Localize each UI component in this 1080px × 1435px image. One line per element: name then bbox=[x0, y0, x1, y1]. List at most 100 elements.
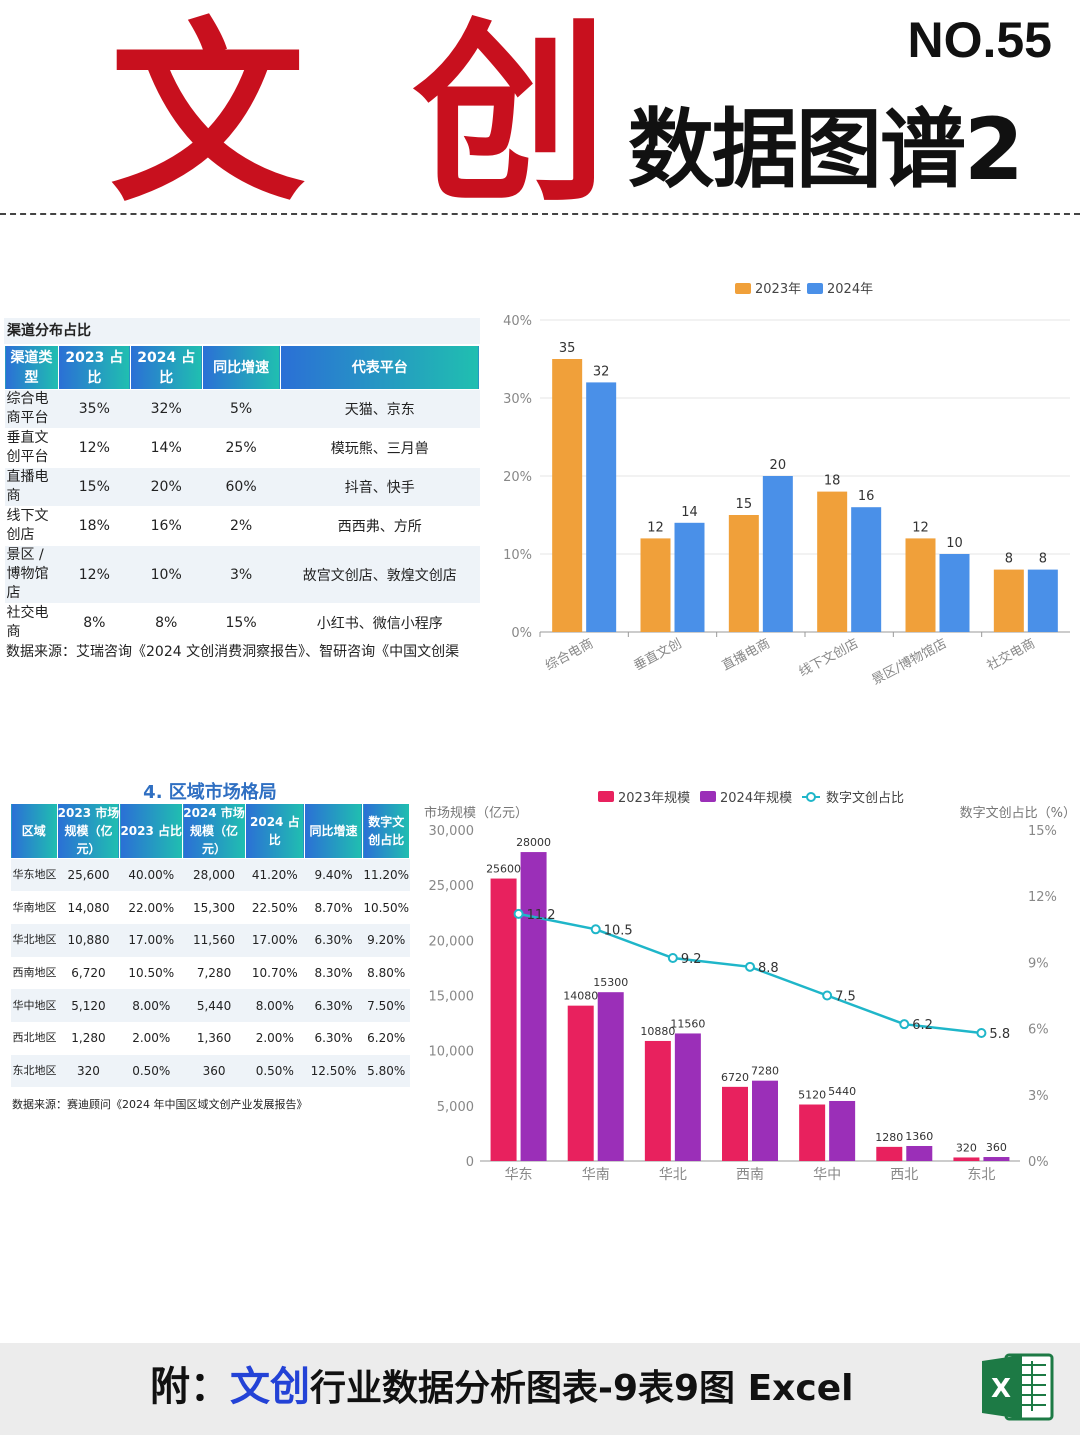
line-point bbox=[513, 908, 524, 919]
bar bbox=[644, 1040, 671, 1161]
bar bbox=[851, 507, 882, 632]
table-cell: 华南地区 bbox=[10, 891, 58, 924]
footer-rest: 行业数据分析图表-9表9图 Excel bbox=[310, 1368, 854, 1409]
data-label: 15 bbox=[736, 497, 753, 512]
table-cell: 社交电商 bbox=[4, 603, 59, 643]
column-header: 2024 占比 bbox=[129, 345, 203, 390]
column-header: 代表平台 bbox=[279, 345, 480, 390]
line-point bbox=[667, 952, 678, 963]
bar bbox=[552, 359, 583, 632]
bar bbox=[876, 1146, 903, 1161]
x-tick-label: 社交电商 bbox=[984, 635, 1037, 674]
column-header: 2024 占比 bbox=[244, 803, 305, 859]
legend-label: 2023年规模 bbox=[618, 791, 690, 806]
table-cell: 华中地区 bbox=[10, 989, 58, 1022]
bar bbox=[762, 476, 793, 632]
x-tick-label: 景区/博物馆店 bbox=[870, 636, 950, 688]
table-cell: 3% bbox=[202, 545, 280, 604]
table-cell: 5,440 bbox=[182, 989, 246, 1022]
data-label: 25600 bbox=[486, 863, 521, 876]
table-cell: 东北地区 bbox=[10, 1054, 58, 1088]
y-tick-label: 5,000 bbox=[437, 1100, 474, 1115]
table-cell: 8.00% bbox=[119, 989, 183, 1022]
data-label: 1280 bbox=[875, 1131, 903, 1144]
table-cell: 线下文创店 bbox=[4, 506, 59, 546]
table-cell: 17.00% bbox=[119, 923, 183, 957]
table-row: 西北地区 1,280 2.00% 1,360 2.00% 6.30% 6.20% bbox=[10, 1021, 410, 1055]
table-cell: 5,120 bbox=[57, 989, 120, 1022]
table-cell: 11,560 bbox=[182, 923, 246, 957]
legend-swatch bbox=[807, 283, 823, 294]
table-cell: 60% bbox=[202, 467, 280, 507]
svg-text:X: X bbox=[991, 1374, 1011, 1404]
bar bbox=[520, 852, 547, 1161]
line-data-label: 9.2 bbox=[681, 952, 702, 967]
data-label: 14 bbox=[681, 505, 698, 520]
line-data-label: 10.5 bbox=[604, 923, 633, 938]
table-cell: 2% bbox=[202, 506, 280, 546]
bar bbox=[722, 1086, 748, 1161]
table-row: 直播电商 15% 20% 60% 抖音、快手 bbox=[4, 467, 480, 507]
table-cell: 5.80% bbox=[362, 1054, 410, 1088]
y-tick-label: 0% bbox=[511, 626, 532, 641]
table-cell: 14,080 bbox=[57, 891, 120, 924]
table-cell: 35% bbox=[58, 389, 131, 429]
table-cell: 2.00% bbox=[245, 1021, 305, 1055]
table-cell: 小红书、微信小程序 bbox=[280, 603, 480, 643]
table-cell: 8.70% bbox=[304, 891, 363, 924]
dashed-divider bbox=[0, 213, 1080, 215]
table-cell: 7.50% bbox=[362, 989, 410, 1022]
table-row: 垂直文创平台 12% 14% 25% 模玩熊、三月兽 bbox=[4, 428, 480, 468]
column-header: 数字文创占比 bbox=[362, 803, 410, 859]
bar bbox=[817, 491, 848, 632]
y-tick-label: 30% bbox=[503, 392, 532, 407]
bar bbox=[906, 1145, 933, 1161]
line-data-label: 11.2 bbox=[527, 908, 556, 923]
table-cell: 8% bbox=[130, 603, 203, 643]
line-data-label: 8.8 bbox=[758, 961, 779, 976]
data-label: 10880 bbox=[640, 1025, 675, 1038]
x-tick-label: 华北 bbox=[659, 1167, 687, 1183]
table-cell: 西西弗、方所 bbox=[280, 506, 480, 546]
bar bbox=[983, 1157, 1010, 1161]
x-tick-label: 线下文创店 bbox=[797, 636, 861, 680]
y-tick-label: 20,000 bbox=[429, 934, 475, 949]
table-cell: 9.40% bbox=[304, 858, 363, 892]
x-tick-label: 西南 bbox=[736, 1167, 764, 1183]
bar bbox=[490, 878, 517, 1161]
y-right-tick-label: 12% bbox=[1028, 890, 1057, 905]
table-cell: 28,000 bbox=[182, 858, 246, 892]
data-label: 35 bbox=[559, 341, 576, 356]
table-cell: 故宫文创店、敦煌文创店 bbox=[280, 545, 480, 604]
x-tick-label: 西北 bbox=[890, 1167, 918, 1183]
table-cell: 15% bbox=[58, 467, 131, 507]
data-label: 12 bbox=[912, 520, 929, 535]
legend-label: 数字文创占比 bbox=[826, 791, 904, 806]
data-label: 16 bbox=[858, 489, 875, 504]
bar bbox=[905, 538, 936, 632]
channel-bar-chart: 2023年 2024年 0% 10% 20% 30% 40% 35 32 综合电商 12 14 垂直文创… bbox=[503, 282, 1070, 688]
table-cell: 20% bbox=[130, 467, 203, 507]
table-cell: 天猫、京东 bbox=[280, 389, 480, 429]
data-label: 12 bbox=[647, 520, 664, 535]
data-label: 28000 bbox=[516, 836, 551, 849]
table-cell: 9.20% bbox=[362, 923, 410, 957]
table-cell: 15,300 bbox=[182, 891, 246, 924]
table-cell: 8.80% bbox=[362, 956, 410, 990]
column-header: 2023 市场规模（亿元） bbox=[56, 803, 121, 859]
x-tick-label: 华南 bbox=[582, 1167, 610, 1183]
legend-swatch bbox=[700, 791, 716, 802]
data-label: 7280 bbox=[751, 1065, 779, 1078]
x-tick-label: 综合电商 bbox=[543, 636, 596, 674]
table-cell: 模玩熊、三月兽 bbox=[280, 428, 480, 468]
bar bbox=[674, 522, 705, 632]
data-label: 11560 bbox=[670, 1017, 705, 1030]
table-cell: 40.00% bbox=[119, 858, 183, 892]
table-cell: 西南地区 bbox=[10, 956, 58, 990]
channel-table: 渠道类型 2023 占比 2024 占比 同比增速 代表平台 综合电商平台 35% 32% 5… bbox=[4, 345, 480, 643]
table-cell: 华北地区 bbox=[10, 923, 58, 957]
y-right-tick-label: 9% bbox=[1028, 956, 1049, 971]
table-cell: 垂直文创平台 bbox=[4, 428, 59, 468]
column-header: 2024 市场规模（亿元） bbox=[182, 803, 246, 859]
table-cell: 8.30% bbox=[304, 956, 363, 990]
